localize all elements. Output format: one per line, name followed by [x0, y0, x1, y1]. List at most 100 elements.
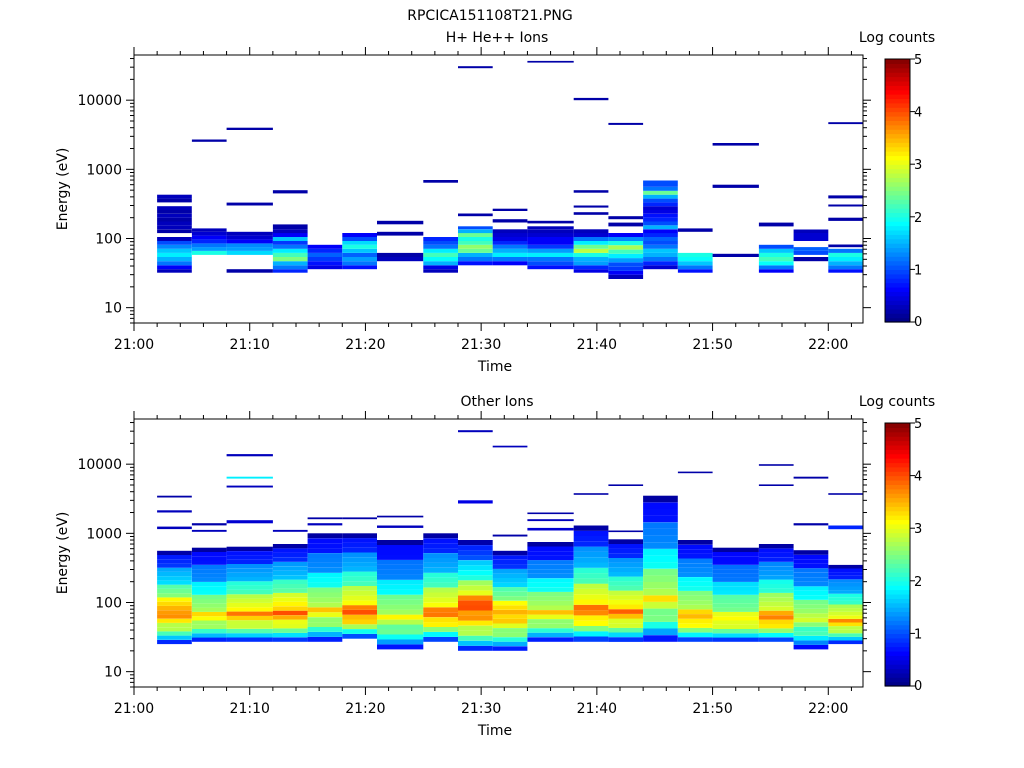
heatmap-cell — [758, 269, 794, 273]
heatmap-cell — [573, 604, 609, 611]
colorbar-tick-label: 5 — [914, 53, 922, 68]
heatmap-cell — [157, 198, 192, 203]
heatmap-cell — [458, 241, 493, 245]
heatmap-cell — [307, 558, 343, 563]
heatmap-cell — [191, 560, 227, 565]
heatmap-cell — [272, 552, 308, 558]
heatmap-cell — [342, 581, 377, 586]
heatmap-cell — [573, 205, 609, 208]
heatmap-cell — [793, 635, 829, 641]
heatmap-cell — [272, 592, 308, 598]
heatmap-cell — [527, 244, 574, 249]
heatmap-cell — [828, 582, 863, 587]
heatmap-cell — [423, 265, 458, 270]
heatmap-cell — [608, 557, 644, 563]
colorbar-tick-label: 0 — [914, 679, 922, 694]
heatmap-cell — [712, 586, 759, 591]
colorbar-frame — [884, 58, 911, 323]
heatmap-cell — [157, 495, 192, 498]
heatmap-cell — [307, 632, 343, 637]
heatmap-cell — [712, 594, 759, 600]
colorbar-band — [885, 260, 910, 266]
heatmap-cell — [157, 237, 192, 241]
heatmap-cell — [191, 228, 227, 232]
heatmap-cell — [492, 614, 528, 619]
heatmap-cell — [226, 564, 273, 569]
heatmap-cell — [573, 530, 609, 536]
colorbar-band — [885, 256, 910, 262]
heatmap-cell — [191, 590, 227, 595]
heatmap-cell — [272, 557, 308, 562]
colorbar-band — [885, 159, 910, 165]
heatmap-cell — [157, 221, 192, 226]
heatmap-cell — [758, 548, 794, 553]
heatmap-cell — [527, 591, 574, 597]
heatmap-cell — [793, 237, 829, 241]
heatmap-cell — [226, 620, 273, 625]
heatmap-cell — [677, 590, 713, 596]
heatmap-cell — [191, 569, 227, 574]
heatmap-cell — [793, 577, 829, 582]
heatmap-cell — [226, 243, 273, 248]
heatmap-cell — [226, 555, 273, 560]
colorbar-band — [885, 151, 910, 157]
x-tick-label: 21:20 — [345, 337, 385, 353]
heatmap-cell — [608, 637, 644, 642]
colorbar-band — [885, 681, 910, 687]
heatmap-cell — [712, 590, 759, 595]
heatmap-cell — [643, 190, 678, 195]
heatmap-cell — [793, 631, 829, 636]
heatmap-cell — [828, 579, 863, 583]
heatmap-cell — [191, 629, 227, 634]
heatmap-cell — [643, 509, 678, 516]
heatmap-cell — [527, 560, 574, 565]
heatmap-cell — [828, 618, 863, 623]
heatmap-cell — [573, 578, 609, 584]
heatmap-cell — [458, 213, 493, 217]
heatmap-cell — [157, 614, 192, 619]
colorbar-band — [885, 462, 910, 468]
colorbar-band — [885, 554, 910, 560]
heatmap-cell — [793, 257, 829, 262]
y-axis-label: Energy (eV) — [55, 148, 71, 231]
heatmap-cell — [677, 257, 713, 262]
heatmap-cell — [458, 575, 493, 581]
x-tick-label: 21:40 — [577, 337, 617, 353]
heatmap-cell — [307, 607, 343, 613]
heatmap-cell — [226, 602, 273, 608]
colorbar-band — [885, 615, 910, 621]
heatmap-cell — [342, 576, 377, 582]
heatmap-cell — [272, 229, 308, 234]
heatmap-cell — [573, 557, 609, 563]
heatmap-cell — [458, 615, 493, 621]
colorbar-band — [885, 146, 910, 152]
heatmap-cell — [573, 610, 609, 616]
heatmap-cell — [608, 604, 644, 610]
colorbar-label: Log counts — [859, 394, 935, 410]
colorbar-label: Log counts — [859, 30, 935, 46]
heatmap-cell — [828, 604, 863, 609]
heatmap-cell — [608, 216, 644, 220]
heatmap-cell — [758, 544, 794, 549]
heatmap-cell — [608, 548, 644, 554]
x-tick-label: 21:30 — [461, 337, 501, 353]
heatmap-cell — [492, 578, 528, 583]
colorbar-band — [885, 655, 910, 661]
colorbar: 0 1 2 3 4 5 — [884, 417, 922, 694]
heatmap-cell — [758, 557, 794, 562]
heatmap-cell — [272, 190, 308, 194]
heatmap-cell — [677, 471, 713, 474]
x-tick-label: 21:50 — [692, 337, 732, 353]
heatmap-cell — [226, 520, 273, 524]
heatmap-cell — [608, 585, 644, 591]
heatmap-cell — [712, 611, 759, 617]
heatmap-cell — [458, 590, 493, 596]
colorbar-band — [885, 72, 910, 78]
colorbar-tick-label: 0 — [914, 315, 922, 330]
heatmap-cell — [226, 577, 273, 582]
heatmap-cell — [758, 570, 794, 576]
heatmap-cell — [226, 637, 273, 642]
heatmap-cell — [492, 219, 528, 223]
heatmap-cell — [377, 634, 424, 640]
heatmap-cell — [828, 248, 863, 253]
